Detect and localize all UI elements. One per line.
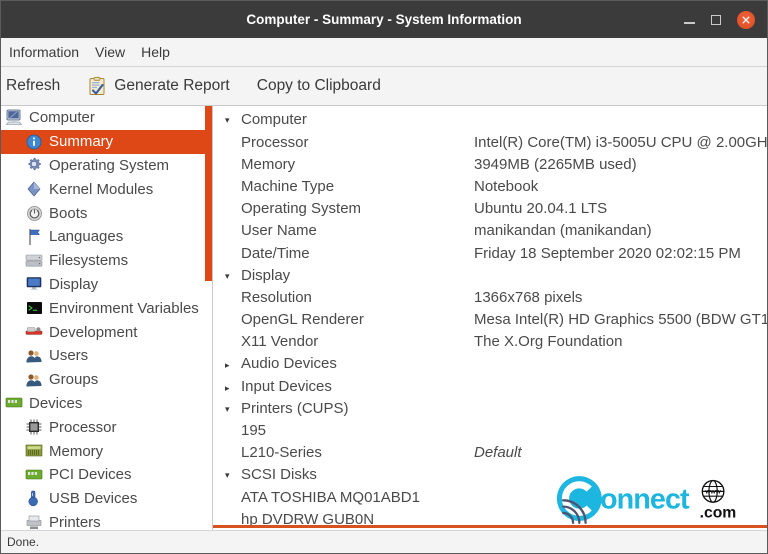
svg-text:onnect: onnect (600, 483, 690, 515)
svg-text:.com: .com (700, 504, 737, 521)
svg-text:www: www (704, 488, 721, 495)
